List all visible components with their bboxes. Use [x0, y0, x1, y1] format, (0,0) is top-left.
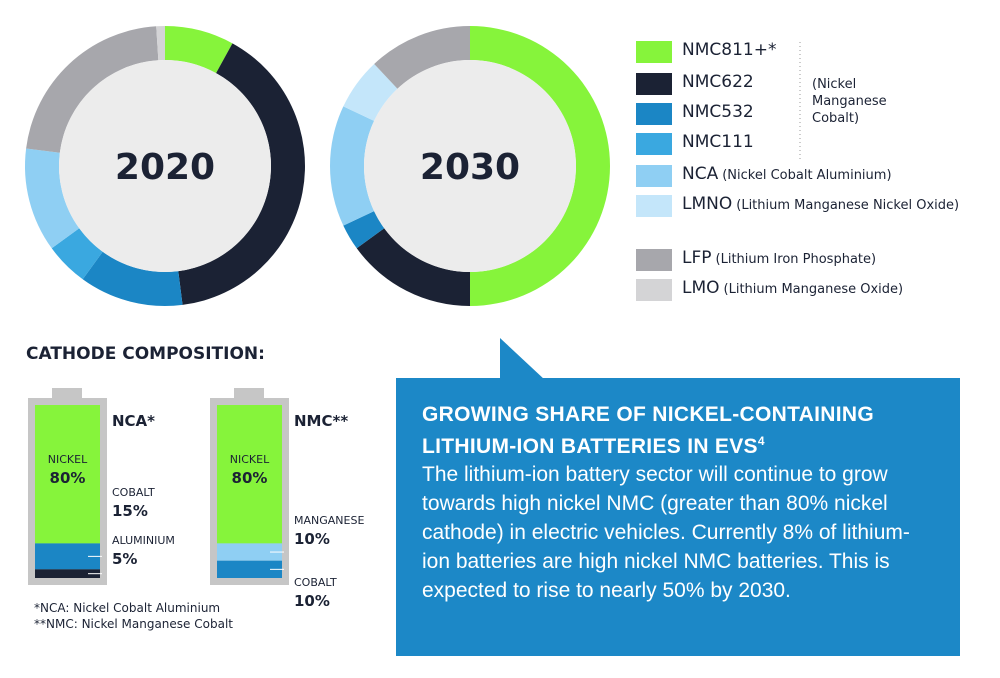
legend-swatch: [636, 165, 672, 187]
component-value: 80%: [49, 469, 86, 487]
component-name: ALUMINIUM: [112, 534, 175, 547]
legend-label: LMO: [682, 278, 720, 298]
legend-label: NMC811+*: [682, 40, 777, 60]
center-label: 2020: [115, 147, 215, 188]
legend-note: (Lithium Iron Phosphate): [715, 252, 877, 267]
legend-label: NMC111: [682, 132, 754, 152]
legend-swatch: [636, 133, 672, 155]
legend-entry: LFP (Lithium Iron Phosphate): [682, 248, 876, 268]
donut-segment: [374, 26, 470, 89]
legend-entry: LMO (Lithium Manganese Oxide): [682, 278, 903, 298]
callout-title-text: GROWING SHARE OF NICKEL-CONTAINING LITHI…: [422, 403, 874, 458]
callout-pointer: [500, 338, 545, 380]
legend-entry: NCA (Nickel Cobalt Aluminium): [682, 164, 892, 184]
component-value: 10%: [294, 530, 330, 548]
donut-segment: [470, 26, 610, 306]
legend-swatch: [636, 41, 672, 63]
battery-segment: [35, 405, 100, 544]
legend-swatch: [636, 73, 672, 95]
donut-segment: [82, 251, 183, 306]
component-name: NICKEL: [47, 453, 88, 466]
center-label: 2030: [420, 147, 520, 188]
donut-segment: [26, 26, 159, 153]
component-name: MANGANESE: [294, 514, 365, 527]
legend-note: (Nickel Cobalt Aluminium): [722, 168, 892, 183]
legend-note: (Lithium Manganese Nickel Oxide): [736, 198, 960, 213]
cathode-title: CATHODE COMPOSITION:: [26, 344, 265, 364]
component-value: 15%: [112, 502, 148, 520]
legend-swatch: [636, 103, 672, 125]
legend-label: NMC532: [682, 102, 754, 122]
legend-label: LMNO: [682, 194, 733, 214]
legend-group-note: (Nickel Manganese Cobalt): [812, 77, 887, 126]
footnote: **NMC: Nickel Manganese Cobalt: [34, 617, 233, 631]
battery-segment: [35, 569, 100, 578]
battery-segment: [217, 405, 282, 544]
legend-label: NCA: [682, 164, 719, 184]
donut-segment: [156, 26, 165, 61]
donut-segment: [356, 228, 470, 306]
battery-terminal: [234, 388, 264, 400]
battery-name: NCA*: [112, 412, 156, 430]
donut-hole: [364, 60, 576, 272]
legend-label: LFP: [682, 248, 712, 268]
battery-segment: [217, 543, 282, 561]
donut-segment: [51, 228, 103, 280]
component-name: COBALT: [294, 576, 337, 589]
battery-name: NMC**: [294, 412, 349, 430]
legend-swatch: [636, 279, 672, 301]
component-value: 80%: [231, 469, 268, 487]
donut-segment: [178, 43, 305, 305]
footnote: *NCA: Nickel Cobalt Aluminium: [34, 601, 221, 615]
battery-terminal: [52, 388, 82, 400]
donut-segment: [343, 63, 398, 121]
superscript: 4: [757, 434, 765, 448]
legend-note: (Lithium Manganese Oxide): [723, 282, 904, 297]
legend-label: NMC622: [682, 72, 754, 92]
callout-body: The lithium-ion battery sector will cont…: [422, 463, 910, 602]
donut-segment: [25, 148, 80, 249]
legend-swatch: [636, 249, 672, 271]
legend-entry: LMNO (Lithium Manganese Nickel Oxide): [682, 194, 959, 214]
donut-segment: [165, 26, 233, 74]
component-name: COBALT: [112, 486, 155, 499]
component-value: 10%: [294, 592, 330, 610]
donut-segment: [343, 211, 385, 249]
donut-segment: [329, 106, 375, 226]
component-name: NICKEL: [229, 453, 270, 466]
callout: GROWING SHARE OF NICKEL-CONTAINING LITHI…: [396, 378, 960, 656]
legend-swatch: [636, 195, 672, 217]
battery-segment: [217, 560, 282, 578]
component-value: 5%: [112, 550, 138, 568]
callout-title: GROWING SHARE OF NICKEL-CONTAINING LITHI…: [422, 402, 936, 460]
donut-hole: [59, 60, 271, 272]
